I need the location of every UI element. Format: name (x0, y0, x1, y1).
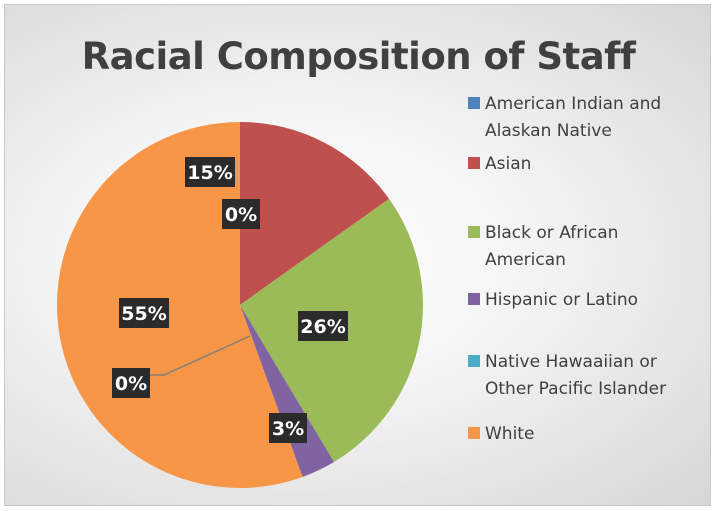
pie-slice-asian (240, 122, 390, 305)
data-label-asian: 15% (185, 157, 235, 187)
legend-label: Native Hawaaiian or Other Pacific Island… (485, 352, 667, 399)
legend-label: Black or African American (485, 223, 619, 270)
svg-text:0%: 0% (115, 373, 147, 395)
chart-title: Racial Composition of Staff (81, 35, 636, 78)
pie-slice-hispanic-or-latino (240, 305, 335, 477)
svg-text:0%: 0% (225, 204, 257, 226)
chart-area: Racial Composition of Staff 0% 15% 26% 3% 0%… (4, 4, 711, 506)
legend-label: Asian (485, 154, 532, 174)
data-label-white: 55% (119, 298, 169, 328)
data-label-american-indian-and-alaskan-native: 0% (222, 199, 260, 229)
data-label-native-hawaaiian-or-other-pacific-islander: 0% (112, 368, 150, 398)
svg-text:3%: 3% (272, 418, 304, 440)
legend-swatch (468, 293, 480, 305)
pie-chart: 0% 15% 26% 3% 0% 55% (56, 122, 423, 488)
legend-item-american-indian-and-alaskan-native: American Indian and Alaskan Native (468, 91, 700, 145)
legend-item-white: White (468, 421, 700, 448)
legend-item-asian: Asian (468, 151, 700, 178)
legend-swatch (468, 226, 480, 238)
legend-swatch (468, 97, 480, 109)
data-label-hispanic-or-latino: 3% (269, 413, 307, 443)
svg-text:55%: 55% (121, 303, 166, 325)
legend-swatch (468, 427, 480, 439)
legend-item-native-hawaaiian-or-other-pacific-islander: Native Hawaaiian or Other Pacific Island… (468, 349, 700, 403)
legend-label: Hispanic or Latino (485, 290, 639, 310)
legend-label: White (485, 424, 535, 444)
legend-swatch (468, 355, 480, 367)
legend-label: American Indian and Alaskan Native (485, 94, 662, 141)
svg-text:26%: 26% (300, 316, 345, 338)
svg-text:15%: 15% (187, 162, 232, 184)
legend-item-hispanic-or-latino: Hispanic or Latino (468, 287, 700, 314)
data-label-black-or-african-american: 26% (298, 311, 348, 341)
legend-swatch (468, 157, 480, 169)
legend-item-black-or-african-american: Black or African American (468, 220, 700, 274)
leader-line (150, 335, 251, 376)
